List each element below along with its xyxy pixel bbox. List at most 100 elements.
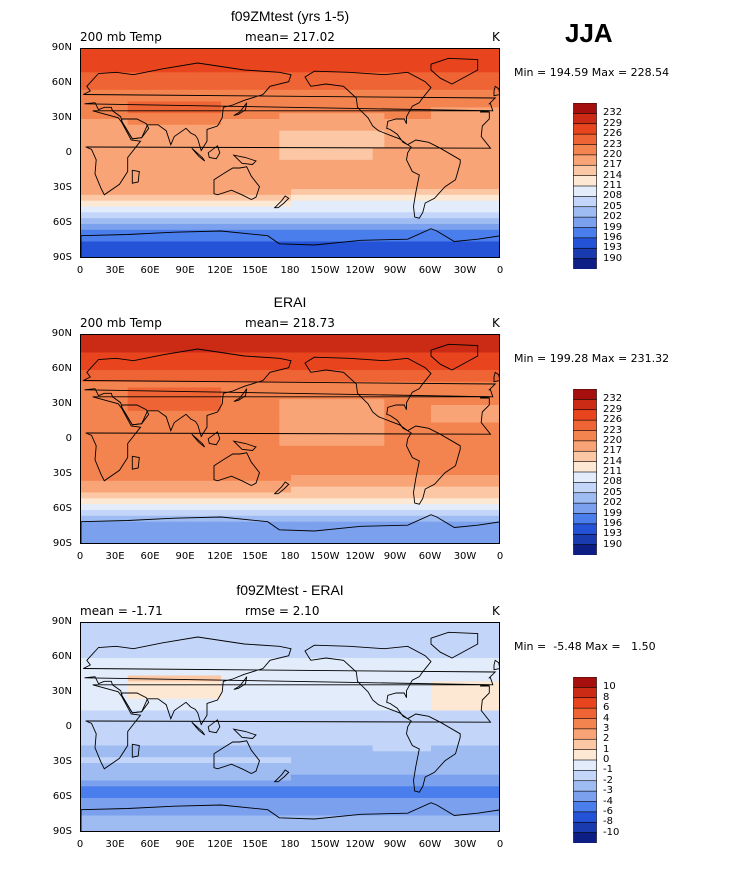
field-cell [104,142,117,149]
field-cell [419,89,432,97]
field-cell [256,809,269,817]
field-cell [279,739,292,747]
field-cell [384,728,397,735]
field-cell [407,54,420,62]
field-cell [442,124,455,132]
field-cell [174,457,187,464]
field-cell [302,792,315,799]
field-cell [314,469,327,476]
field-cell [232,757,245,764]
field-cell [116,124,129,132]
field-cell [81,533,94,540]
field-cell [81,124,94,132]
field-cell [291,253,304,257]
field-cell [232,218,245,225]
field-cell [232,445,245,453]
field-cell [361,722,374,729]
field-cell [489,183,499,190]
field-cell [477,119,490,126]
field-cell [104,539,117,543]
field-cell [151,410,164,418]
field-cell [477,335,490,342]
field-cell [466,189,479,196]
field-cell [127,241,140,248]
field-cell [302,480,315,488]
field-cell [326,113,339,120]
field-cell [302,194,315,202]
colorbar-level-label: 10 [603,681,616,693]
field-cell [127,136,140,143]
coastline [207,145,221,160]
field-cell [267,803,280,811]
field-cell [127,177,140,184]
field-cell [127,335,140,342]
field-cell [384,72,397,79]
field-cell [431,704,444,712]
field-cell [139,792,152,799]
field-cell [209,159,222,167]
field-cell [361,768,374,776]
field-cell [174,451,187,459]
field-cell [92,498,105,505]
colorbar-level-label: 3 [603,722,610,734]
field-cell [221,803,234,811]
field-cell [139,774,152,782]
field-cell [267,171,280,178]
field-cell [384,154,397,161]
field-cell [337,177,350,184]
field-cell [407,224,420,231]
field-cell [139,206,152,213]
coastline [81,514,499,543]
field-cell [442,533,455,540]
field-cell [174,183,187,190]
field-cell [256,189,269,196]
field-cell [372,815,385,822]
colorbar-swatch [573,533,597,546]
field-cell [302,154,315,161]
field-cell [291,475,304,482]
field-cell [127,375,140,383]
field-cell [407,504,420,511]
field-cell [477,739,490,747]
field-cell [372,763,385,770]
field-cell [442,475,455,482]
field-cell [92,200,105,208]
field-cell [256,54,269,62]
field-cell [326,358,339,365]
field-cell [489,492,499,499]
field-cell [244,189,257,196]
field-cell [116,340,129,348]
field-cell [209,757,222,764]
field-cell [127,224,140,231]
field-cell [349,710,362,717]
field-cell [454,504,467,511]
field-cell [291,504,304,511]
field-cell [174,763,187,770]
field-cell [302,445,315,453]
field-cell [232,739,245,747]
field-cell [244,780,257,787]
field-cell [174,218,187,225]
field-cell [209,480,222,488]
field-cell [256,786,269,793]
field-cell [279,634,292,642]
field-cell [361,663,374,671]
field-cell [466,669,479,677]
field-cell [256,445,269,453]
field-cell [267,663,280,671]
field-cell [419,340,432,348]
field-cell [454,183,467,190]
coastline [83,62,497,152]
field-cell [477,60,490,68]
field-cell [81,224,94,231]
field-cell [104,49,117,56]
field-cell [256,101,269,108]
field-cell [372,498,385,505]
field-cell [489,200,499,208]
field-cell [466,428,479,435]
field-cell [489,533,499,540]
field-cell [384,821,397,828]
field-cell [81,457,94,464]
field-cell [419,768,432,776]
field-cell [384,189,397,196]
